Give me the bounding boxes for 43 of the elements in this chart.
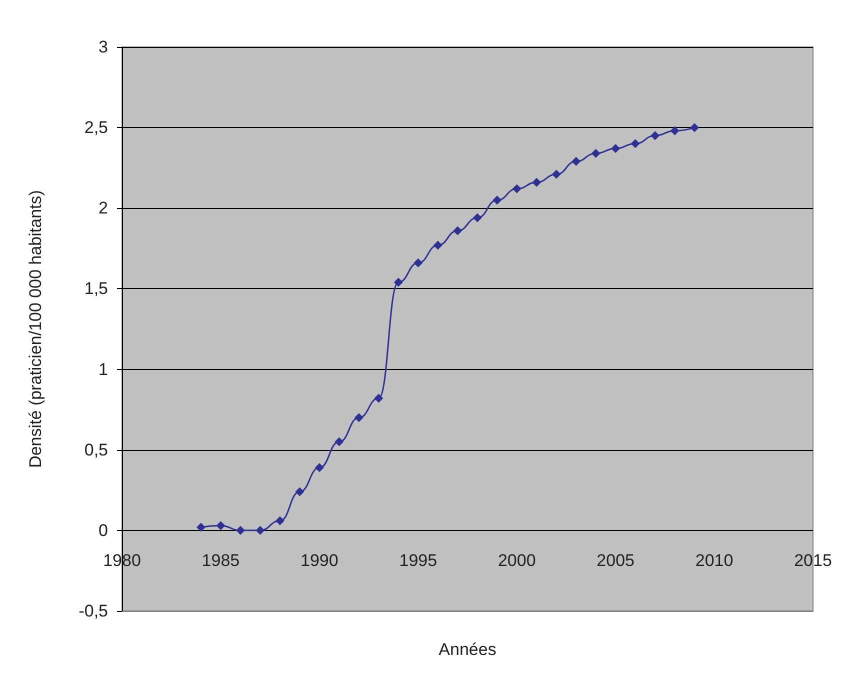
point bbox=[532, 178, 542, 187]
point bbox=[572, 156, 581, 166]
point bbox=[374, 394, 384, 403]
x-tick-label: 2015 bbox=[794, 551, 832, 570]
point bbox=[314, 463, 324, 472]
x-tick-label: 2010 bbox=[695, 551, 734, 570]
x-tick-label: 2000 bbox=[498, 551, 536, 570]
point bbox=[295, 487, 304, 496]
y-tick-label: 3 bbox=[98, 38, 108, 56]
point bbox=[670, 126, 680, 136]
point bbox=[236, 526, 245, 535]
point bbox=[690, 123, 700, 132]
point bbox=[354, 413, 364, 422]
y-tick-label: 0 bbox=[98, 520, 108, 540]
point bbox=[453, 226, 462, 236]
x-tick-label: 2005 bbox=[596, 551, 634, 570]
y-axis-title: Densité (praticien/100 000 habitants) bbox=[26, 190, 45, 468]
y-tick-label: -0,5 bbox=[78, 602, 108, 620]
point bbox=[216, 521, 226, 530]
point bbox=[472, 213, 482, 222]
point bbox=[512, 184, 522, 194]
y-tick-label: 2 bbox=[98, 198, 108, 218]
point bbox=[414, 258, 423, 268]
point bbox=[591, 148, 600, 158]
x-axis-title: Années bbox=[438, 640, 496, 659]
x-tick-label: 1995 bbox=[399, 551, 438, 570]
y-tick-label: 0,5 bbox=[84, 440, 108, 460]
point bbox=[334, 437, 344, 446]
point bbox=[611, 144, 620, 154]
point bbox=[275, 516, 284, 526]
x-tick-label: 1985 bbox=[202, 551, 240, 570]
x-tick-label: 1990 bbox=[300, 551, 338, 570]
point bbox=[630, 139, 640, 148]
point bbox=[650, 131, 660, 140]
point bbox=[394, 278, 403, 287]
point bbox=[256, 526, 265, 535]
point bbox=[433, 240, 442, 250]
point bbox=[552, 170, 561, 179]
point bbox=[492, 196, 502, 205]
point bbox=[196, 522, 206, 532]
y-tick-label: 2,5 bbox=[84, 118, 108, 138]
y-tick-label: 1 bbox=[98, 360, 108, 379]
y-tick-label: 1,5 bbox=[84, 279, 108, 298]
